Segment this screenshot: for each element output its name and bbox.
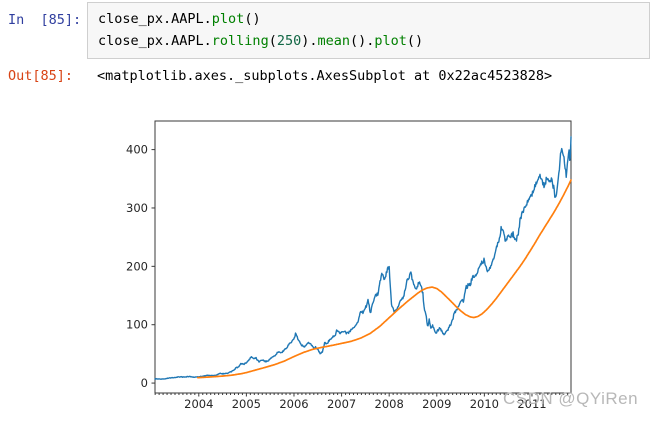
x-tick-label: 2011: [517, 397, 546, 411]
code-token-number: 250: [276, 33, 302, 49]
x-tick-label: 2008: [375, 397, 404, 411]
y-tick-label: 200: [126, 259, 148, 273]
code-token-plain: (): [244, 11, 261, 27]
code-token-plain: (: [268, 33, 277, 49]
code-token-method: rolling: [211, 33, 269, 49]
input-prompt: In [85]:: [8, 12, 82, 28]
code-line-2[interactable]: close_px.AAPL.rolling(250).mean().plot(): [98, 30, 649, 52]
y-tick-label: 300: [126, 201, 148, 215]
y-axis: 0 100 200 300 400: [126, 143, 155, 390]
series-rolling-mean-250-line: [196, 179, 572, 379]
code-token-plain: ().: [350, 33, 375, 49]
x-tick-label: 2010: [470, 397, 499, 411]
code-token-plain: ).: [301, 33, 318, 49]
series-aapl-close-line: [154, 136, 572, 380]
code-token-method: plot: [374, 33, 407, 49]
code-token-plain: close_px.AAPL.: [98, 11, 212, 27]
output-prompt: Out[85]:: [8, 68, 74, 84]
x-tick-label: 2007: [327, 397, 356, 411]
x-axis: 2004 2005 2006 2007 2008 2009 2010 2011: [154, 393, 569, 411]
y-tick-label: 100: [126, 318, 148, 332]
code-cell-editor[interactable]: close_px.AAPL.plot() close_px.AAPL.rolli…: [87, 2, 650, 59]
code-line-1[interactable]: close_px.AAPL.plot(): [98, 8, 649, 30]
plot-frame: [154, 120, 572, 394]
y-tick-label: 0: [141, 376, 148, 390]
code-token-method: plot: [211, 11, 245, 27]
matplotlib-figure: 0 100 200 300 400 2004 2005 2006 2007 2008 2009 201…: [0, 100, 652, 420]
csdn-watermark: CSDN @QYiRen: [503, 389, 639, 408]
x-tick-label: 2005: [232, 397, 261, 411]
y-tick-label: 400: [126, 143, 148, 157]
figure-svg: 0 100 200 300 400 2004 2005 2006 2007 2008 2009 201…: [126, 120, 572, 411]
code-token-method: mean: [317, 33, 351, 49]
code-token-plain: (): [406, 33, 424, 49]
x-tick-label: 2006: [279, 397, 308, 411]
x-tick-label: 2009: [422, 397, 451, 411]
x-tick-label: 2004: [184, 397, 213, 411]
output-repr-text: <matplotlib.axes._subplots.AxesSubplot a…: [97, 68, 553, 84]
code-token-plain: close_px.AAPL.: [98, 33, 212, 49]
